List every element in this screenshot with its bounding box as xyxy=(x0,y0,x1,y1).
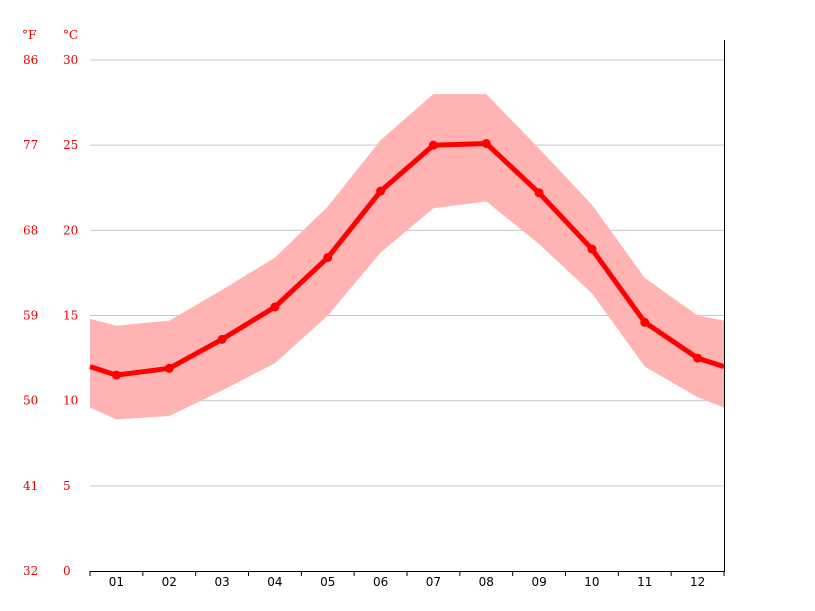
average-temperature-line xyxy=(89,141,725,378)
data-point-04 xyxy=(270,302,280,312)
data-point-03 xyxy=(217,334,227,344)
y-tick-label-f: 32 xyxy=(23,564,38,578)
min-max-band xyxy=(90,94,724,420)
y-tick-label-c: 30 xyxy=(63,53,78,67)
x-ticks: 01 02 03 04 05 06 07 08 09 10 11 12 xyxy=(89,571,725,589)
data-point-08 xyxy=(481,138,491,148)
data-points xyxy=(111,138,703,380)
data-point-05 xyxy=(323,253,333,263)
x-tick-label: 09 xyxy=(531,575,546,589)
y-tick-label-f: 68 xyxy=(23,223,38,237)
x-tick-label: 05 xyxy=(320,575,335,589)
data-point-10 xyxy=(587,244,597,254)
y-tick-label-c: 0 xyxy=(63,564,71,578)
x-tick-label: 01 xyxy=(109,575,124,589)
y-tick-label-f: 77 xyxy=(23,138,38,152)
y-tick-label-f: 50 xyxy=(23,394,38,408)
y-tick-label-c: 10 xyxy=(63,394,78,408)
data-point-07 xyxy=(428,140,438,150)
data-point-01 xyxy=(111,370,121,380)
celsius-unit-label: °C xyxy=(63,28,78,42)
data-point-09 xyxy=(534,188,544,198)
y-tick-label-f: 41 xyxy=(23,479,38,493)
y-tick-label-c: 15 xyxy=(63,309,78,323)
data-point-12 xyxy=(693,353,703,363)
data-point-11 xyxy=(640,317,650,327)
y-tick-label-c: 25 xyxy=(63,138,78,152)
y-tick-label-c: 5 xyxy=(63,479,71,493)
data-point-06 xyxy=(376,186,386,196)
y-ticks: 0 32 5 41 10 50 15 59 20 68 25 77 30 86 xyxy=(23,53,78,578)
x-tick-label: 02 xyxy=(162,575,177,589)
x-tick-label: 04 xyxy=(267,575,282,589)
x-tick-label: 11 xyxy=(637,575,652,589)
x-tick-label: 08 xyxy=(479,575,494,589)
y-tick-label-c: 20 xyxy=(63,223,78,237)
fahrenheit-unit-label: °F xyxy=(22,28,36,42)
x-tick-label: 03 xyxy=(214,575,229,589)
x-tick-label: 10 xyxy=(584,575,599,589)
x-tick-label: 12 xyxy=(690,575,705,589)
y-tick-label-f: 86 xyxy=(23,53,38,67)
x-tick-label: 07 xyxy=(426,575,441,589)
data-point-02 xyxy=(164,363,174,373)
y-tick-label-f: 59 xyxy=(23,309,38,323)
x-tick-label: 06 xyxy=(373,575,388,589)
